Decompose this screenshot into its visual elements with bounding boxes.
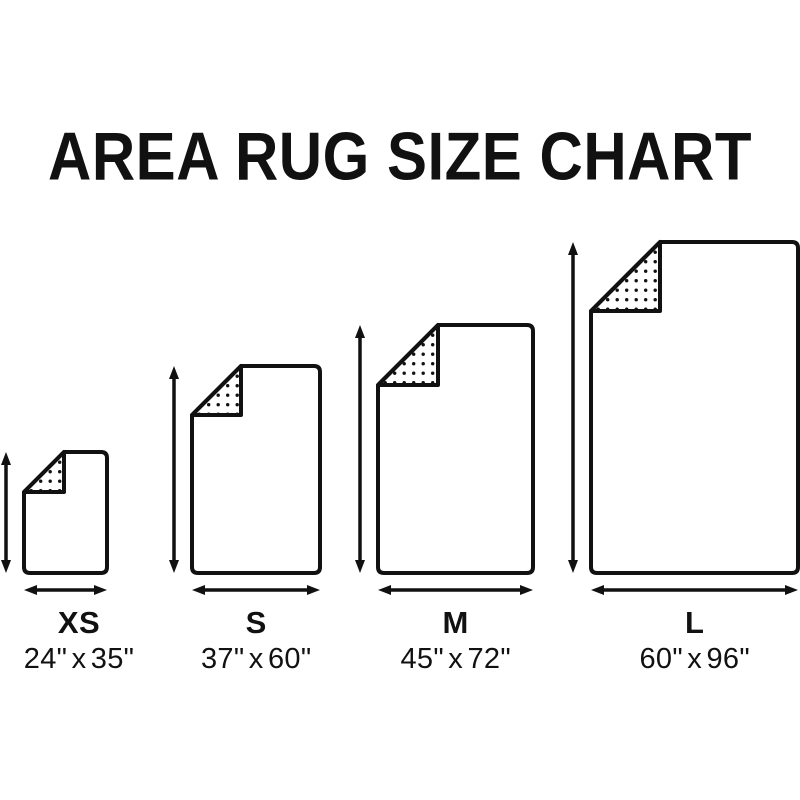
height-arrow-icon bbox=[169, 366, 180, 573]
page-title-text: AREA RUG SIZE CHART bbox=[48, 118, 752, 195]
rug-figure-s bbox=[169, 364, 323, 595]
height-arrow-icon bbox=[355, 325, 366, 573]
dimension-label-xs: 24" x 35" bbox=[23, 643, 135, 675]
folded-corner-icon bbox=[21, 450, 66, 494]
size-label-xs: XS bbox=[57, 605, 101, 640]
rug-group-m: M 45" x 72" bbox=[352, 321, 537, 674]
rug-figure-m bbox=[355, 323, 536, 595]
width-arrow-icon bbox=[23, 585, 107, 595]
rug-group-s: S 37" x 60" bbox=[166, 362, 324, 674]
rugs-row: XS 24" x 35" S 37" x 60" M 45" x 72" L 6… bbox=[0, 238, 800, 674]
dimension-label-m: 45" x 72" bbox=[400, 643, 511, 675]
rug-group-xs: XS 24" x 35" bbox=[0, 448, 138, 674]
rug-outline bbox=[190, 364, 323, 575]
width-arrow-icon bbox=[192, 585, 321, 595]
width-arrow-icon bbox=[591, 585, 799, 595]
page-title: AREA RUG SIZE CHART bbox=[0, 119, 800, 194]
size-label-m: M bbox=[442, 605, 469, 640]
rug-labels-xs: XS 24" x 35" bbox=[0, 599, 138, 674]
rug-outline bbox=[589, 240, 800, 575]
folded-corner-icon bbox=[376, 323, 441, 387]
rug-labels-l: L 60" x 96" bbox=[565, 599, 800, 674]
rug-figure-xs bbox=[0, 450, 109, 595]
width-arrow-icon bbox=[378, 585, 534, 595]
folded-corner-icon bbox=[589, 240, 663, 313]
dimension-label-s: 37" x 60" bbox=[201, 643, 312, 675]
rug-labels-s: S 37" x 60" bbox=[166, 599, 324, 674]
folded-corner-icon bbox=[190, 364, 244, 417]
rug-figure-l bbox=[568, 240, 800, 595]
height-arrow-icon bbox=[0, 452, 11, 573]
height-arrow-icon bbox=[568, 242, 579, 573]
size-label-s: S bbox=[245, 605, 267, 640]
rug-labels-m: M 45" x 72" bbox=[352, 599, 537, 674]
rug-group-l: L 60" x 96" bbox=[565, 238, 800, 674]
size-label-l: L bbox=[685, 605, 705, 640]
dimension-label-l: 60" x 96" bbox=[639, 643, 750, 675]
